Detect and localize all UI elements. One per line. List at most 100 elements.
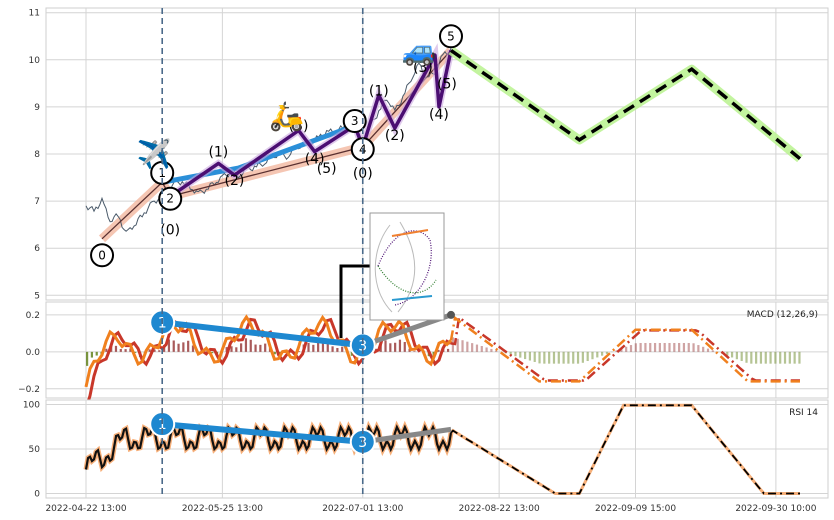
macd-histogram-bar <box>456 338 459 352</box>
inset-frame <box>369 212 445 321</box>
macd-histogram-bar <box>384 340 387 352</box>
x-tick-label: 2022-05-25 13:00 <box>182 504 263 514</box>
y-tick-label: 5 <box>34 291 40 301</box>
wave-label-circle <box>342 109 367 134</box>
macd-histogram-bar <box>658 342 661 352</box>
macd-histogram-bar <box>567 351 570 364</box>
macd-histogram-bar <box>668 342 671 352</box>
macd-histogram-bar <box>278 351 281 355</box>
vehicle-icon: ✈️ <box>137 136 172 170</box>
divergence-end-dot <box>447 310 455 319</box>
wave-label: 2 <box>166 192 174 206</box>
macd-histogram-bar <box>187 340 190 352</box>
macd-histogram-bar <box>317 342 320 352</box>
y-tick-label: 9 <box>34 103 40 113</box>
macd-histogram-bar <box>793 351 796 364</box>
macd-histogram-bar <box>191 345 195 352</box>
macd-histogram-bar <box>673 342 676 352</box>
macd-histogram-bar <box>172 340 175 352</box>
inset-outline <box>374 221 416 313</box>
x-tick-label: 2022-08-22 13:00 <box>459 504 540 514</box>
inset-thumbnail <box>339 212 445 338</box>
macd-histogram-bar <box>601 351 604 356</box>
macd-histogram-bar <box>519 351 522 358</box>
macd-histogram-bar <box>711 350 714 352</box>
macd-histogram-bar <box>297 351 300 352</box>
macd-signal-forecast <box>450 315 800 382</box>
subwave-label: (2) <box>224 173 244 189</box>
macd-histogram-bar <box>572 351 575 364</box>
macd-histogram-bar <box>341 346 344 352</box>
wave-label: 5 <box>447 29 455 43</box>
macd-histogram-bar <box>249 339 252 352</box>
macd-histogram-bar <box>124 349 127 352</box>
macd-histogram-bar <box>678 342 681 352</box>
macd-histogram-bar <box>413 351 416 352</box>
macd-histogram-bar <box>759 351 763 364</box>
macd-histogram-bar <box>605 351 609 354</box>
macd-histogram-bar <box>129 348 132 352</box>
subwave-label: (5) <box>317 161 337 177</box>
forecast-line <box>449 48 802 161</box>
macd-histogram-bar <box>240 343 243 352</box>
macd-histogram-bar <box>745 351 748 363</box>
macd-histogram-bar <box>644 342 647 352</box>
macd-histogram-bar <box>653 342 657 352</box>
macd-histogram-bar <box>158 350 161 352</box>
macd-histogram-bar <box>692 343 695 352</box>
macd-histogram-bar <box>702 346 705 352</box>
macd-histogram-bar <box>461 340 464 352</box>
vehicle-icon: 🚙 <box>401 34 436 67</box>
inset-connector <box>339 264 372 338</box>
macd-histogram-bar <box>225 347 228 352</box>
macd-histogram-bar <box>235 347 238 352</box>
macd-histogram-bar <box>259 344 262 352</box>
wave-label: 3 <box>351 114 359 128</box>
macd-histogram-bar <box>639 342 642 352</box>
subwave-label: (3) <box>289 119 309 135</box>
macd-histogram-bar <box>326 340 329 352</box>
macd-histogram-bar <box>783 351 787 364</box>
macd-histogram-bar <box>596 351 599 358</box>
subwave-label: (1) <box>369 83 389 99</box>
macd-histogram-bar <box>798 351 801 364</box>
macd-histogram-bar <box>548 351 551 364</box>
macd-histogram-bar <box>244 338 248 352</box>
macd-histogram-bar <box>230 346 233 352</box>
macd-histogram-bar <box>514 351 517 357</box>
macd-histogram-bar <box>581 351 584 363</box>
macd-histogram-bar <box>509 351 512 355</box>
macd-histogram-bar <box>625 346 628 352</box>
macd-histogram-bar <box>740 351 743 362</box>
macd-histogram-bar <box>307 342 310 352</box>
macd-histogram-bar <box>273 351 276 355</box>
macd-histogram-bar <box>466 341 469 352</box>
y-tick-label: 0.0 <box>26 348 41 358</box>
x-tick-label: 2022-09-30 10:00 <box>735 504 816 514</box>
macd-histogram-bar <box>114 345 118 352</box>
macd-histogram-bar <box>697 345 700 352</box>
macd-histogram-bar <box>90 351 94 358</box>
subwave-label: (2) <box>385 128 405 144</box>
macd-histogram-bar <box>86 351 89 366</box>
macd-histogram-bar <box>490 348 493 352</box>
y-tick-label: 0.2 <box>26 311 40 321</box>
macd-histogram-bar <box>167 339 171 352</box>
macd-histogram-bar <box>788 351 791 364</box>
macd-histogram-bar <box>528 351 532 361</box>
macd-histogram-bar <box>312 344 315 352</box>
macd-histogram-bar <box>576 351 580 364</box>
macd-histogram-bar <box>153 349 156 352</box>
y-tick-label: 100 <box>23 400 40 410</box>
macd-histogram-bar <box>620 348 623 352</box>
subwave-label: (4) <box>305 152 325 168</box>
y-tick-label: 10 <box>29 56 41 66</box>
macd-histogram-bar <box>750 351 753 364</box>
subwave-line <box>169 50 453 198</box>
macd-histogram-bar <box>533 351 536 362</box>
macd-histogram-bar <box>182 342 185 352</box>
x-tick-label: 2022-07-01 13:00 <box>322 504 403 514</box>
subwave-label: (3) <box>413 60 433 76</box>
macd-histogram-bar <box>706 348 710 352</box>
